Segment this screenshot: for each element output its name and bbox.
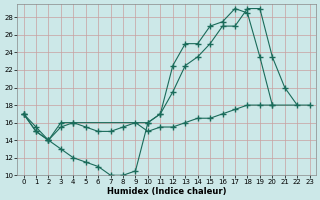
X-axis label: Humidex (Indice chaleur): Humidex (Indice chaleur) [107,187,226,196]
